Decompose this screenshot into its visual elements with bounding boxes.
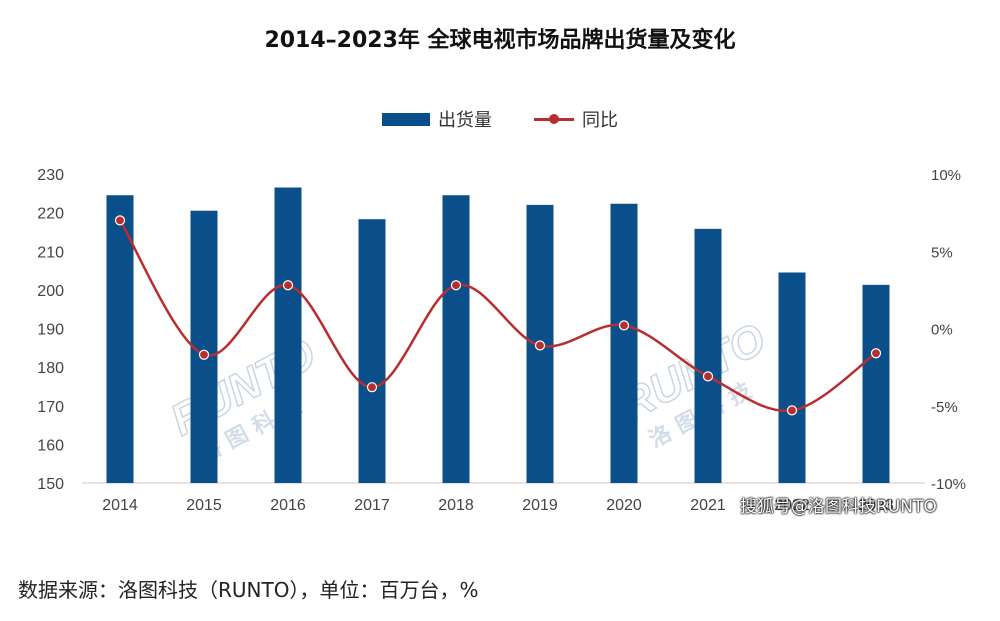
right-axis-tick-label: -5% <box>931 399 958 416</box>
x-axis-tick-label: 2017 <box>354 497 390 514</box>
left-axis-tick-label: 200 <box>37 283 64 300</box>
chart-title: 2014–2023年 全球电视市场品牌出货量及变化 <box>264 28 736 53</box>
bar-2020 <box>610 203 638 483</box>
yoy-point-2014 <box>114 215 126 226</box>
bar-2016 <box>274 187 302 484</box>
left-axis-tick-label: 210 <box>37 244 64 261</box>
left-axis-tick-label: 180 <box>37 360 64 377</box>
bar-2022 <box>778 272 806 483</box>
right-axis-tick-label: 0% <box>931 322 953 339</box>
legend-label-shipments: 出货量 <box>438 110 492 131</box>
x-axis-tick-label: 2023 <box>858 497 894 514</box>
x-axis-tick-label: 2019 <box>522 497 558 514</box>
bar-2015 <box>190 210 218 483</box>
bar-2018 <box>442 195 470 483</box>
left-axis-tick-label: 230 <box>37 167 64 184</box>
x-axis-tick-label: 2018 <box>438 497 474 514</box>
x-axis-tick-label: 2014 <box>102 497 138 514</box>
x-axis-tick-label: 2016 <box>270 497 306 514</box>
yoy-point-2018 <box>450 280 462 291</box>
sohu-watermark: 搜狐号@洛图科技RUNTO <box>740 497 937 517</box>
bar-2023 <box>862 284 890 483</box>
legend: 出货量 同比 <box>0 106 1000 132</box>
yoy-point-2020 <box>618 320 630 331</box>
legend-label-yoy: 同比 <box>582 110 618 131</box>
yoy-line <box>118 219 877 413</box>
bar-2021 <box>694 228 722 483</box>
yoy-point-2015 <box>198 349 210 360</box>
source-note: 数据来源：洛图科技（RUNTO），单位：百万台，% <box>18 578 479 602</box>
yoy-point-2019 <box>534 340 546 351</box>
x-axis-tick-label: 2020 <box>606 497 642 514</box>
left-axis-tick-label: 220 <box>37 206 64 223</box>
legend-bar-swatch <box>382 112 430 126</box>
right-axis-tick-label: -10% <box>931 476 966 493</box>
left-axis-tick-label: 190 <box>37 322 64 339</box>
yoy-point-2021 <box>702 371 714 382</box>
right-axis-tick-label: 5% <box>931 244 953 261</box>
yoy-point-2016 <box>282 280 294 291</box>
legend-line-swatch <box>534 112 574 126</box>
left-axis-tick-label: 150 <box>37 476 64 493</box>
legend-item-yoy: 同比 <box>534 106 618 132</box>
bar-2017 <box>358 219 386 483</box>
right-axis-tick-label: 10% <box>931 167 961 184</box>
yoy-point-2023 <box>870 348 882 359</box>
bar-2014 <box>106 195 134 483</box>
legend-item-shipments: 出货量 <box>382 106 492 132</box>
left-axis-tick-label: 170 <box>37 399 64 416</box>
x-axis-tick-label: 2015 <box>186 497 222 514</box>
x-axis-tick-label: 2022 <box>774 497 810 514</box>
left-axis-tick-label: 160 <box>37 437 64 454</box>
x-axis-tick-label: 2021 <box>690 497 726 514</box>
yoy-point-2017 <box>366 382 378 393</box>
yoy-point-2022 <box>786 405 798 416</box>
